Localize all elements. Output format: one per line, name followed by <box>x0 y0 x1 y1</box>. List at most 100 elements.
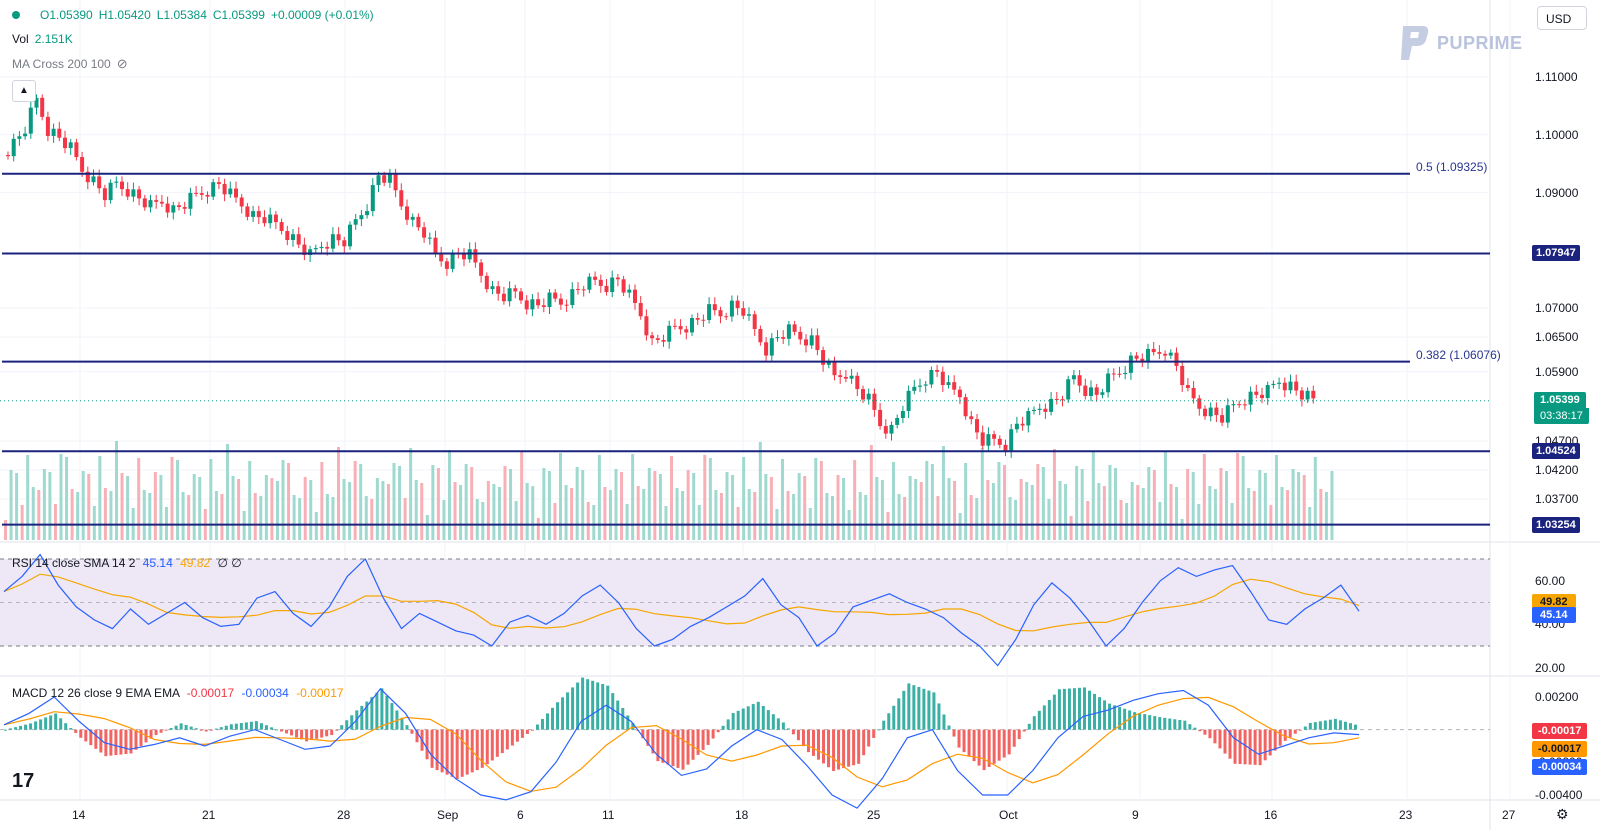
macd-histogram-bar <box>350 715 354 730</box>
candle-body <box>376 175 381 186</box>
macd-histogram-bar <box>616 700 620 730</box>
macd-histogram-bar <box>510 729 514 746</box>
macd-histogram-bar <box>365 701 369 730</box>
macd-histogram-bar <box>405 725 409 730</box>
macd-histogram-bar <box>1072 688 1076 730</box>
macd-histogram-bar <box>606 685 610 730</box>
candle-body <box>883 426 888 434</box>
candle-body <box>1185 385 1190 388</box>
volume-bar <box>464 464 468 540</box>
volume-bar <box>1114 468 1117 540</box>
volume-bar <box>603 487 607 540</box>
candle-body <box>900 411 905 418</box>
candle-body <box>410 216 415 220</box>
macd-histogram-bar <box>1278 729 1282 746</box>
candle-body <box>1208 407 1213 417</box>
macd-histogram-bar <box>736 710 740 730</box>
candle-body <box>832 361 837 376</box>
volume-bar <box>87 474 91 540</box>
volume-bar <box>137 458 141 540</box>
volume-bar <box>37 490 41 540</box>
volume-bar <box>864 495 868 540</box>
macd-histogram-bar <box>1238 729 1242 765</box>
macd-histogram-bar <box>89 729 93 746</box>
macd-histogram-bar <box>430 729 434 768</box>
candle-body <box>1174 352 1179 366</box>
macd-histogram-bar <box>576 682 580 730</box>
macd-histogram-bar <box>1338 720 1342 730</box>
volume-bar <box>420 483 424 540</box>
macd-histogram-bar <box>415 729 419 743</box>
candle-body <box>159 201 164 204</box>
macd-histogram-bar <box>1198 729 1202 732</box>
macd-histogram-bar <box>897 698 901 730</box>
macd-histogram-bar <box>19 725 23 730</box>
macd-histogram-bar <box>370 697 374 730</box>
candle-body <box>1271 383 1276 386</box>
ma-cross-legend[interactable]: MA Cross 200 100 ⊘ <box>12 56 128 72</box>
volume-bar <box>1302 475 1306 540</box>
macd-histogram-bar <box>450 729 454 777</box>
macd-axis-tick: 0.00200 <box>1535 690 1579 704</box>
macd-histogram-bar <box>124 729 128 755</box>
candle-body <box>952 382 957 390</box>
volume-bar <box>714 490 718 540</box>
tradingview-logo-icon[interactable]: 17 <box>12 770 35 792</box>
candle-body <box>1265 385 1270 399</box>
volume-bar <box>1297 472 1301 540</box>
candle-body <box>1203 408 1207 417</box>
volume-bar <box>1208 486 1212 540</box>
settings-gear-icon[interactable]: ⚙ <box>1556 806 1569 822</box>
volume-legend[interactable]: Vol 2.151K <box>12 32 73 46</box>
price-axis-tick: 1.09000 <box>1535 185 1579 200</box>
macd-histogram-bar <box>139 729 143 747</box>
volume-bar <box>1180 519 1184 540</box>
candle-body <box>416 216 421 228</box>
candle-body <box>222 183 227 195</box>
volume-bar <box>403 498 407 540</box>
price-axis-tick: 1.04200 <box>1535 463 1579 477</box>
macd-histogram-bar <box>1183 720 1187 730</box>
volume-bar <box>275 481 279 540</box>
candle-body <box>57 128 62 138</box>
volume-bar <box>980 448 984 540</box>
macd-axis-tick: -0.00400 <box>1535 788 1583 802</box>
macd-histogram-bar <box>1168 718 1172 730</box>
candle-body <box>211 182 216 197</box>
macd-histogram-bar <box>982 729 986 771</box>
volume-bar <box>941 446 945 540</box>
volume-bar <box>1197 504 1201 540</box>
collapse-legend-button[interactable]: ▲ <box>12 80 36 102</box>
volume-bar <box>814 458 818 540</box>
candle-body <box>604 285 609 292</box>
macd-histogram-bar <box>375 692 379 730</box>
volume-bar <box>192 474 196 540</box>
macd-histogram-bar <box>591 680 595 730</box>
candle-body <box>872 393 877 410</box>
candle-body <box>650 335 655 339</box>
volume-bar <box>908 476 912 540</box>
macd-histogram-bar <box>199 729 203 731</box>
volume-bar <box>109 491 113 540</box>
volume-bar <box>731 475 735 540</box>
level-price-badge: 1.04524 <box>1532 443 1580 460</box>
candle-body <box>51 128 56 136</box>
ohlc-close: C1.05399 <box>212 8 265 22</box>
currency-select[interactable]: USD <box>1537 6 1587 30</box>
candle-body <box>353 219 358 225</box>
candle-body <box>957 389 962 398</box>
candle-body <box>524 300 529 310</box>
eye-hidden-icon[interactable]: ⊘ <box>116 56 128 71</box>
candle-body <box>1294 381 1299 391</box>
candle-body <box>1260 394 1264 399</box>
macd-histogram-bar <box>254 721 258 730</box>
candle-body <box>598 279 603 286</box>
macd-histogram-bar <box>656 729 660 762</box>
macd-histogram-bar <box>295 729 299 738</box>
macd-histogram-bar <box>1108 703 1112 730</box>
candle-body <box>655 338 660 340</box>
macd-histogram-bar <box>360 705 364 730</box>
volume-bar <box>692 473 696 540</box>
volume-bar <box>1125 503 1129 540</box>
